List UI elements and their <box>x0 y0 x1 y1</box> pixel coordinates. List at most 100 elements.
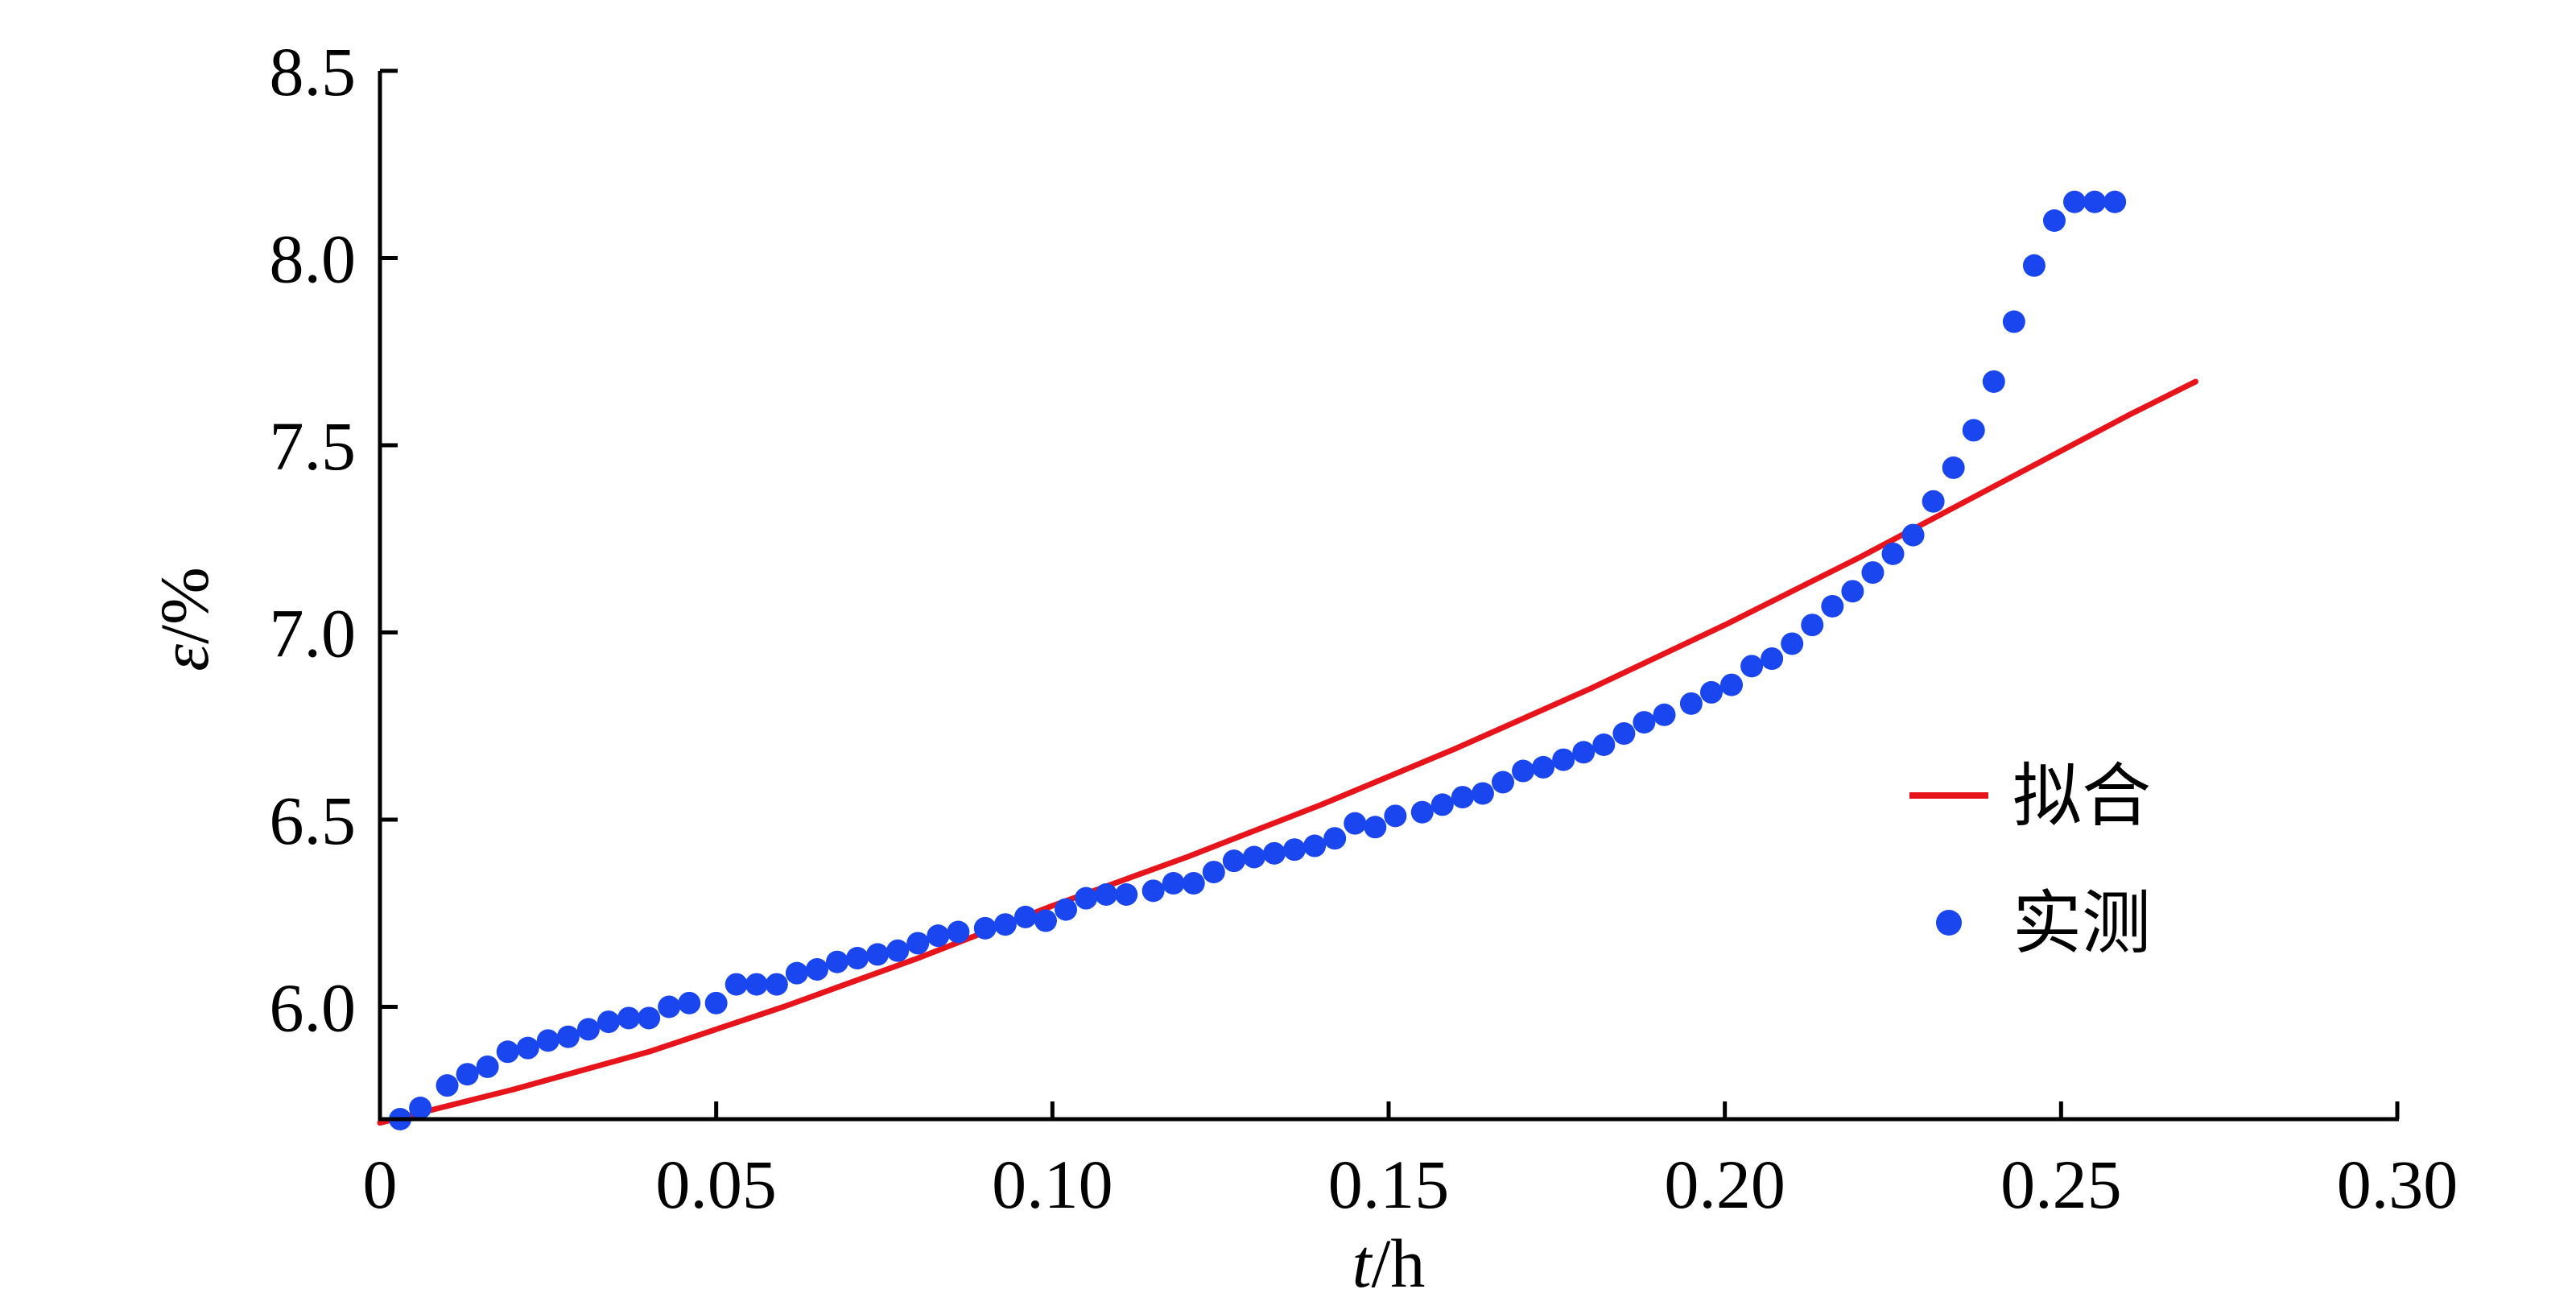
x-tick-label: 0.20 <box>1664 1146 1785 1223</box>
measured-point <box>1384 804 1407 828</box>
measured-point <box>765 973 788 996</box>
x-axis-title-symbol: t <box>1352 1225 1373 1302</box>
measured-point <box>1451 786 1474 809</box>
measured-point <box>1303 834 1327 857</box>
measured-point <box>745 973 768 996</box>
y-axis-title-symbol: ε <box>146 644 223 671</box>
y-axis-ticks: 6.0 6.5 7.0 7.5 8.0 8.5 <box>270 33 398 1047</box>
x-tick-label: 0.30 <box>2337 1146 2458 1223</box>
measured-point <box>1962 419 1985 442</box>
measured-point <box>1262 841 1286 865</box>
measured-point <box>1552 748 1575 771</box>
measured-point <box>886 939 910 962</box>
measured-point <box>1612 722 1636 746</box>
legend-measured-label: 实测 <box>2013 883 2151 964</box>
measured-point <box>1881 542 1905 565</box>
measured-point <box>1633 711 1656 734</box>
measured-point <box>1653 703 1676 726</box>
measured-point <box>1364 816 1387 839</box>
measured-point <box>993 913 1017 936</box>
measured-point <box>1821 594 1844 618</box>
measured-point <box>576 1018 600 1041</box>
measured-point <box>1781 632 1804 655</box>
measured-point <box>1720 673 1744 696</box>
measured-point <box>1922 490 1945 513</box>
measured-point <box>1471 782 1494 805</box>
measured-point <box>536 1029 559 1052</box>
measured-point <box>1013 905 1037 928</box>
measured-point <box>496 1040 519 1064</box>
measured-point <box>1761 647 1784 671</box>
measured-point <box>1075 886 1098 910</box>
measured-point <box>658 995 681 1019</box>
legend-fit-label: 拟合 <box>2013 756 2151 837</box>
y-axis-title: ε/% <box>146 567 223 671</box>
fit-curve <box>377 378 2198 1126</box>
measured-point <box>1055 898 1078 921</box>
y-tick-label: 8.0 <box>270 221 357 298</box>
measured-point <box>1572 741 1596 764</box>
measured-point <box>1141 879 1165 903</box>
y-axis-title-unit: /% <box>146 567 223 644</box>
measured-point <box>1492 771 1515 794</box>
measured-point <box>2002 310 2025 333</box>
measured-point <box>947 920 970 944</box>
legend-measured-swatch <box>1936 910 1962 936</box>
measured-point <box>1182 872 1205 895</box>
measured-point <box>2083 190 2107 213</box>
fit-series-layer <box>377 378 2198 1126</box>
x-axis-title-unit: /h <box>1372 1225 1426 1302</box>
measured-point <box>1592 733 1616 756</box>
measured-point <box>436 1074 459 1097</box>
measured-point <box>2063 190 2087 213</box>
x-axis-ticks: 0 0.05 0.10 0.15 0.20 0.25 0.30 <box>363 1101 2458 1223</box>
measured-point <box>456 1063 479 1086</box>
measured-point <box>1202 861 1225 884</box>
measured-point <box>2103 190 2127 213</box>
measured-point <box>2022 254 2046 277</box>
x-tick-label: 0.05 <box>655 1146 777 1223</box>
x-axis-title: t/h <box>1352 1225 1426 1302</box>
measured-point <box>2042 209 2066 232</box>
measured-point <box>1801 614 1824 637</box>
measured-point <box>724 973 748 996</box>
measured-point <box>1982 370 2005 393</box>
y-tick-label: 6.5 <box>270 782 357 859</box>
measured-point <box>1512 759 1535 783</box>
measured-point <box>906 932 930 955</box>
measured-point <box>1740 655 1764 678</box>
measured-point <box>704 991 728 1014</box>
x-tick-label: 0.25 <box>2000 1146 2122 1223</box>
measured-point <box>866 943 890 966</box>
measured-point <box>1323 827 1347 850</box>
measured-point <box>638 1006 661 1030</box>
measured-point <box>1162 872 1185 895</box>
measured-point <box>476 1055 499 1078</box>
measured-point <box>1115 883 1138 906</box>
measured-point <box>1222 849 1245 873</box>
y-tick-label: 7.5 <box>270 407 357 485</box>
measured-point <box>1679 692 1703 715</box>
measured-point <box>785 961 808 985</box>
x-tick-label: 0.10 <box>992 1146 1113 1223</box>
y-tick-label: 8.5 <box>270 33 357 110</box>
measured-point <box>409 1097 432 1120</box>
measured-point <box>1095 883 1118 906</box>
y-tick-label: 6.0 <box>270 969 357 1047</box>
measured-point <box>556 1025 580 1048</box>
measured-point <box>1841 580 1864 603</box>
measured-point <box>805 958 828 981</box>
legend: 拟合 实测 <box>1909 756 2151 964</box>
measured-point <box>678 991 701 1014</box>
measured-point <box>973 916 997 940</box>
measured-point <box>1861 561 1885 585</box>
measured-point <box>597 1010 621 1034</box>
measured-point <box>826 950 849 973</box>
measured-point <box>1901 523 1925 547</box>
measured-point <box>617 1006 641 1030</box>
measured-series-layer <box>389 190 2127 1130</box>
measured-point <box>1410 800 1434 824</box>
measured-point <box>1283 838 1307 862</box>
x-tick-label: 0 <box>363 1146 398 1223</box>
